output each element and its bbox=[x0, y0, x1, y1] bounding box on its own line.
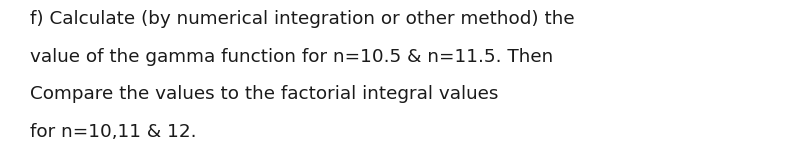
Text: f) Calculate (by numerical integration or other method) the: f) Calculate (by numerical integration o… bbox=[30, 10, 575, 28]
Text: Compare the values to the factorial integral values: Compare the values to the factorial inte… bbox=[30, 85, 498, 103]
Text: value of the gamma function for n=10.5 & n=11.5. Then: value of the gamma function for n=10.5 &… bbox=[30, 48, 554, 66]
Text: for n=10,11 & 12.: for n=10,11 & 12. bbox=[30, 123, 197, 141]
